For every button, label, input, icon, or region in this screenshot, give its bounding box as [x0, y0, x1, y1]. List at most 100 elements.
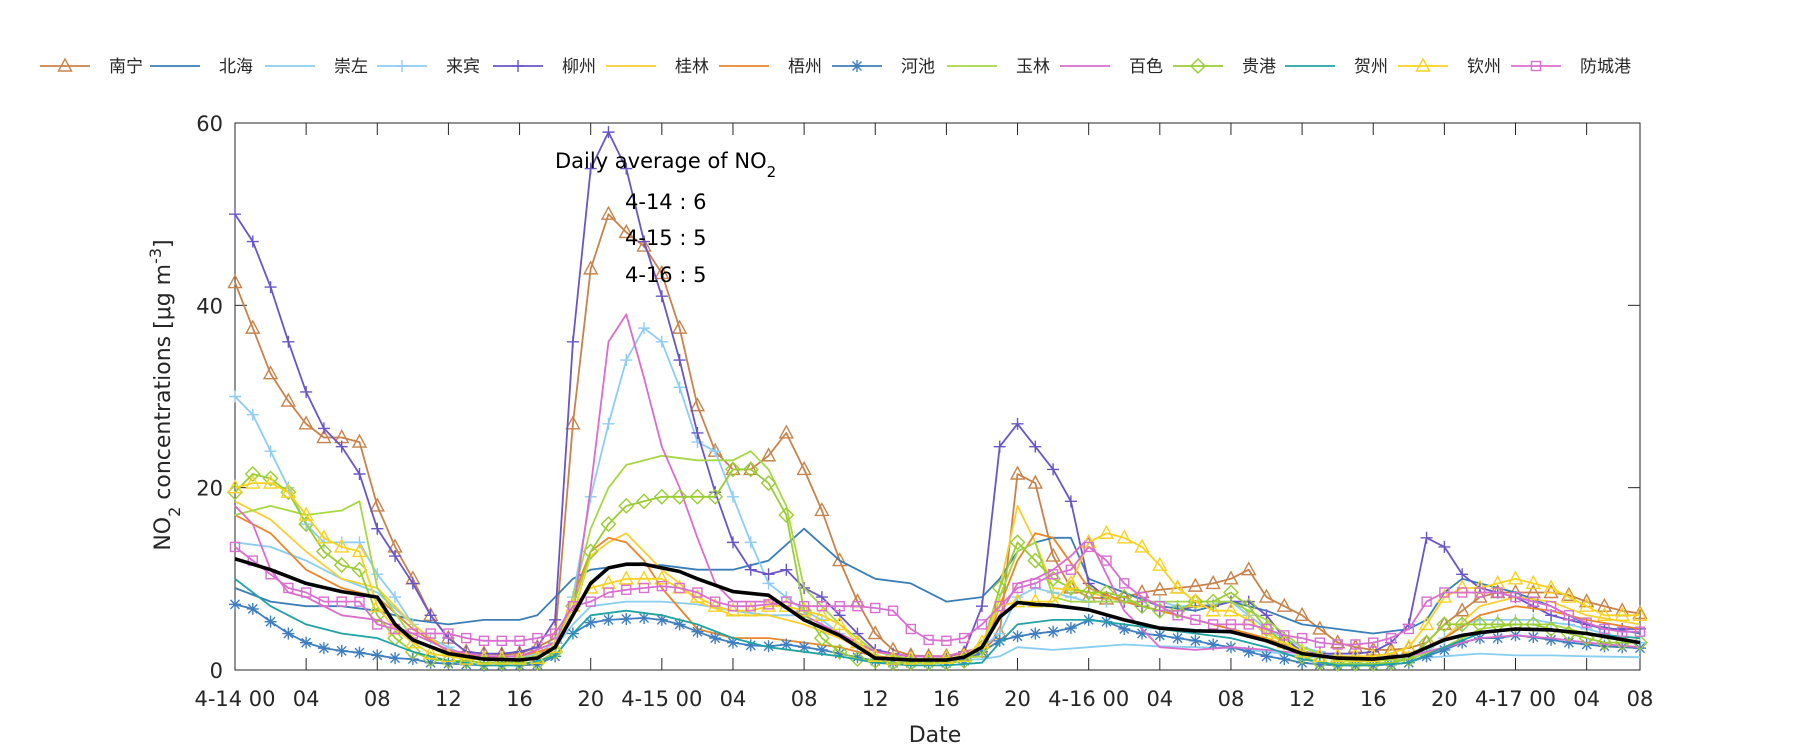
data-point-s13 — [1065, 564, 1077, 575]
data-point-s4 — [691, 426, 704, 439]
data-point-s10 — [1418, 634, 1435, 651]
data-point-s7 — [1634, 642, 1646, 655]
data-point-s4 — [744, 563, 757, 576]
data-point-s10 — [1116, 589, 1133, 606]
data-point-s7 — [815, 643, 828, 656]
x-tick-label: 04 — [1146, 687, 1173, 711]
data-point-s4 — [389, 550, 402, 563]
data-point-s13 — [727, 600, 739, 612]
data-point-s10 — [1009, 534, 1026, 551]
data-point-s7 — [353, 646, 366, 659]
data-point-s12 — [1205, 602, 1221, 617]
data-point-s10 — [244, 466, 261, 482]
data-point-s4 — [673, 354, 686, 367]
data-point-s13 — [1243, 619, 1254, 630]
data-point-s10 — [742, 461, 759, 478]
data-point-s12 — [1365, 647, 1381, 663]
data-point-s13 — [1190, 614, 1201, 626]
data-point-s13 — [763, 599, 774, 610]
legend-marker — [57, 57, 73, 72]
x-tick-label: 08 — [1627, 687, 1654, 711]
data-point-s7 — [691, 625, 704, 638]
legend-marker — [1530, 60, 1542, 72]
data-point-s10 — [707, 488, 724, 505]
data-point-s0 — [654, 264, 670, 280]
data-point-s0 — [316, 429, 332, 444]
data-point-s0 — [1543, 584, 1559, 599]
x-tick-label: 12 — [1289, 687, 1316, 711]
data-point-s12 — [707, 597, 723, 612]
data-point-s13 — [1581, 617, 1592, 628]
data-point-s0 — [832, 552, 848, 567]
legend-label: 来宾 — [446, 57, 480, 77]
data-point-s0 — [245, 319, 261, 334]
data-point-s4 — [1047, 463, 1060, 476]
x-tick-label: 16 — [506, 687, 533, 711]
x-tick-label: 4-17 00 — [1475, 687, 1556, 711]
data-point-s12 — [938, 649, 955, 664]
series-line-s1 — [234, 527, 1641, 635]
data-point-s0 — [1205, 574, 1221, 590]
y-tick-label: 20 — [196, 477, 223, 501]
axis-ticks: 4-14 00 04 08 12 16 20 4-15 00 04 08 12 16 20 4-16 0… — [194, 112, 1653, 711]
data-point-s10 — [1080, 584, 1097, 601]
legend-item: 梧州 — [719, 57, 822, 77]
data-point-s0 — [1472, 588, 1488, 603]
data-point-s12 — [743, 602, 759, 617]
data-point-s13 — [1119, 578, 1130, 589]
data-point-s10 — [1134, 598, 1151, 615]
data-point-s10 — [813, 630, 830, 647]
data-point-s3 — [353, 536, 366, 549]
data-point-s3 — [602, 417, 615, 430]
legend-label: 南宁 — [109, 57, 143, 77]
data-point-s13 — [1101, 555, 1112, 566]
x-tick-label: 4-15 00 — [621, 687, 702, 711]
x-tick-label: 04 — [1573, 687, 1600, 711]
data-point-s0 — [689, 397, 706, 412]
data-point-s12 — [1223, 602, 1239, 617]
x-tick-label: 20 — [577, 687, 604, 711]
data-point-s10 — [1507, 616, 1524, 633]
data-point-s3 — [371, 568, 384, 581]
data-point-s13 — [1456, 587, 1468, 598]
data-point-s7 — [1598, 640, 1611, 653]
data-point-s13 — [1403, 623, 1414, 635]
data-point-s4 — [566, 335, 579, 348]
data-point-s12 — [1009, 593, 1026, 608]
data-point-s4 — [726, 536, 739, 549]
data-point-s0 — [1436, 615, 1453, 631]
data-point-s0 — [1187, 577, 1204, 592]
data-point-s13 — [1012, 582, 1023, 594]
data-point-s13 — [1279, 630, 1290, 641]
data-point-s10 — [1222, 584, 1239, 601]
data-point-s4 — [371, 522, 384, 535]
legend-marker — [512, 60, 524, 72]
data-point-s13 — [1261, 623, 1272, 635]
data-point-s12 — [1596, 606, 1613, 621]
legend-marker — [851, 60, 863, 72]
data-point-s7 — [282, 627, 295, 640]
data-point-s13 — [1083, 541, 1094, 553]
legend-item: 河池 — [832, 57, 935, 77]
legend-label: 贵港 — [1242, 57, 1276, 77]
data-point-s13 — [1172, 610, 1183, 621]
data-point-s10 — [689, 488, 706, 505]
data-point-s13 — [1314, 637, 1326, 648]
data-point-s7 — [1064, 622, 1077, 635]
data-point-s7 — [371, 649, 384, 662]
data-point-s13 — [1634, 626, 1646, 637]
data-point-s7 — [1047, 625, 1060, 638]
data-point-s7 — [264, 615, 277, 628]
data-point-s13 — [1030, 578, 1041, 589]
data-point-s4 — [495, 647, 508, 660]
data-point-s13 — [1047, 569, 1059, 580]
data-point-s13 — [1332, 639, 1343, 650]
data-point-s0 — [671, 319, 688, 334]
data-point-s10 — [315, 543, 332, 560]
data-point-s3 — [620, 354, 633, 367]
data-point-s13 — [870, 602, 881, 614]
data-point-s13 — [1439, 587, 1450, 598]
data-point-s10 — [1205, 593, 1222, 610]
legend-label: 柳州 — [562, 57, 596, 77]
data-point-s12 — [1098, 524, 1115, 539]
